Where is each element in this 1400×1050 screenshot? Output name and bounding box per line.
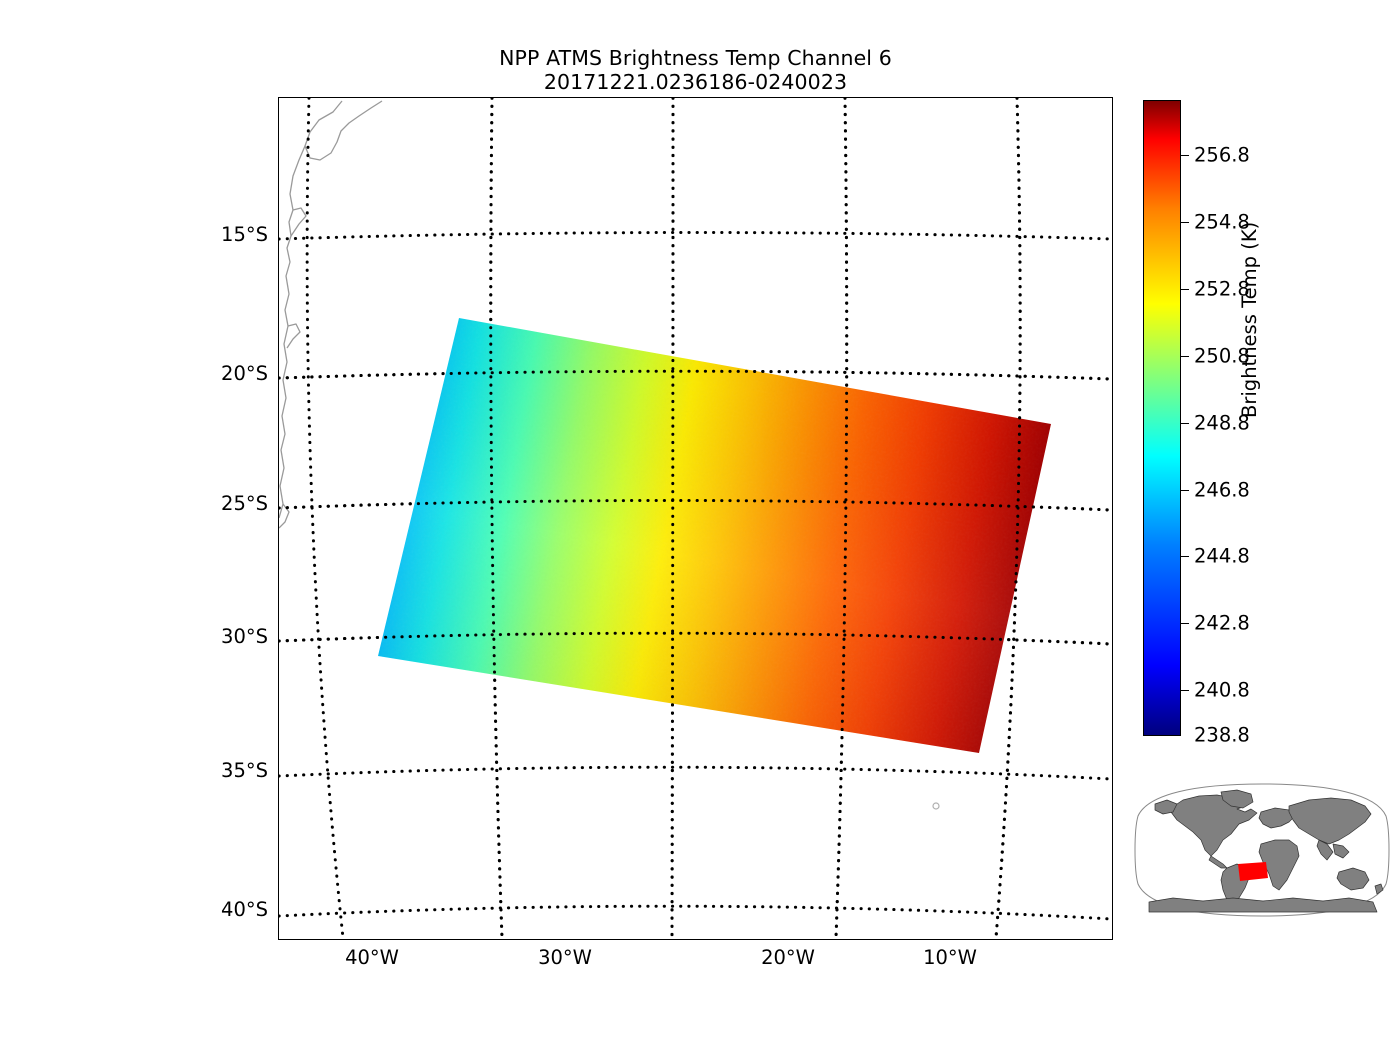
colorbar-axis-label: Brightness Temp (K) xyxy=(1238,221,1261,418)
lat-tick-label-1: 20°S xyxy=(221,362,268,385)
lat-tick-label-0: 15°S xyxy=(221,223,268,246)
colorbar-label-3: 250.8 xyxy=(1194,344,1250,368)
title-line-2: 20171221.0236186-0240023 xyxy=(543,70,848,95)
colorbar-tick-0 xyxy=(1181,155,1189,156)
colorbar-tick-4 xyxy=(1181,423,1189,424)
colorbar-label-4: 248.8 xyxy=(1194,411,1250,435)
lat-tick-label-5: 40°S xyxy=(221,898,268,921)
colorbar-label-0: 256.8 xyxy=(1194,143,1250,167)
colorbar-tick-5 xyxy=(1181,490,1189,491)
map-plot-area xyxy=(279,98,1112,939)
colorbar-label-7: 242.8 xyxy=(1194,611,1250,635)
colorbar-label-9: 238.8 xyxy=(1194,723,1250,747)
lon-tick-label-1: 30°W xyxy=(538,946,592,969)
colorbar-label-6: 244.8 xyxy=(1194,544,1250,568)
lon-tick-label-3: 10°W xyxy=(923,946,977,969)
lon-tick-label-0: 40°W xyxy=(345,946,399,969)
lon-tick-label-2: 20°W xyxy=(761,946,815,969)
highlight-region-box xyxy=(1238,862,1268,881)
coastline xyxy=(279,100,383,529)
figure-title: NPP ATMS Brightness Temp Channel 6 20171… xyxy=(278,46,1113,94)
colorbar-label-5: 246.8 xyxy=(1194,478,1250,502)
title-line-1: NPP ATMS Brightness Temp Channel 6 xyxy=(499,46,892,70)
colorbar-label-8: 240.8 xyxy=(1194,678,1250,702)
colorbar xyxy=(1143,100,1181,736)
lat-tick-label-2: 25°S xyxy=(221,492,268,515)
inset-locator-map xyxy=(1133,782,1391,918)
colorbar-tick-1 xyxy=(1181,222,1189,223)
colorbar-tick-7 xyxy=(1181,623,1189,624)
map-axes xyxy=(278,97,1113,940)
graticule-overlay xyxy=(279,98,1111,938)
lat-tick-label-4: 35°S xyxy=(221,759,268,782)
colorbar-label-2: 252.8 xyxy=(1194,277,1250,301)
inset-world-map xyxy=(1134,783,1390,917)
map-graphics xyxy=(279,98,1111,938)
colorbar-tick-2 xyxy=(1181,289,1189,290)
landmasses xyxy=(1148,789,1384,913)
colorbar-tick-8 xyxy=(1181,690,1189,691)
colorbar-label-1: 254.8 xyxy=(1194,210,1250,234)
brightness-temp-swath xyxy=(378,318,1051,753)
colorbar-tick-6 xyxy=(1181,556,1189,557)
stray-marker xyxy=(932,802,940,810)
lat-tick-label-3: 30°S xyxy=(221,625,268,648)
colorbar-tick-3 xyxy=(1181,356,1189,357)
